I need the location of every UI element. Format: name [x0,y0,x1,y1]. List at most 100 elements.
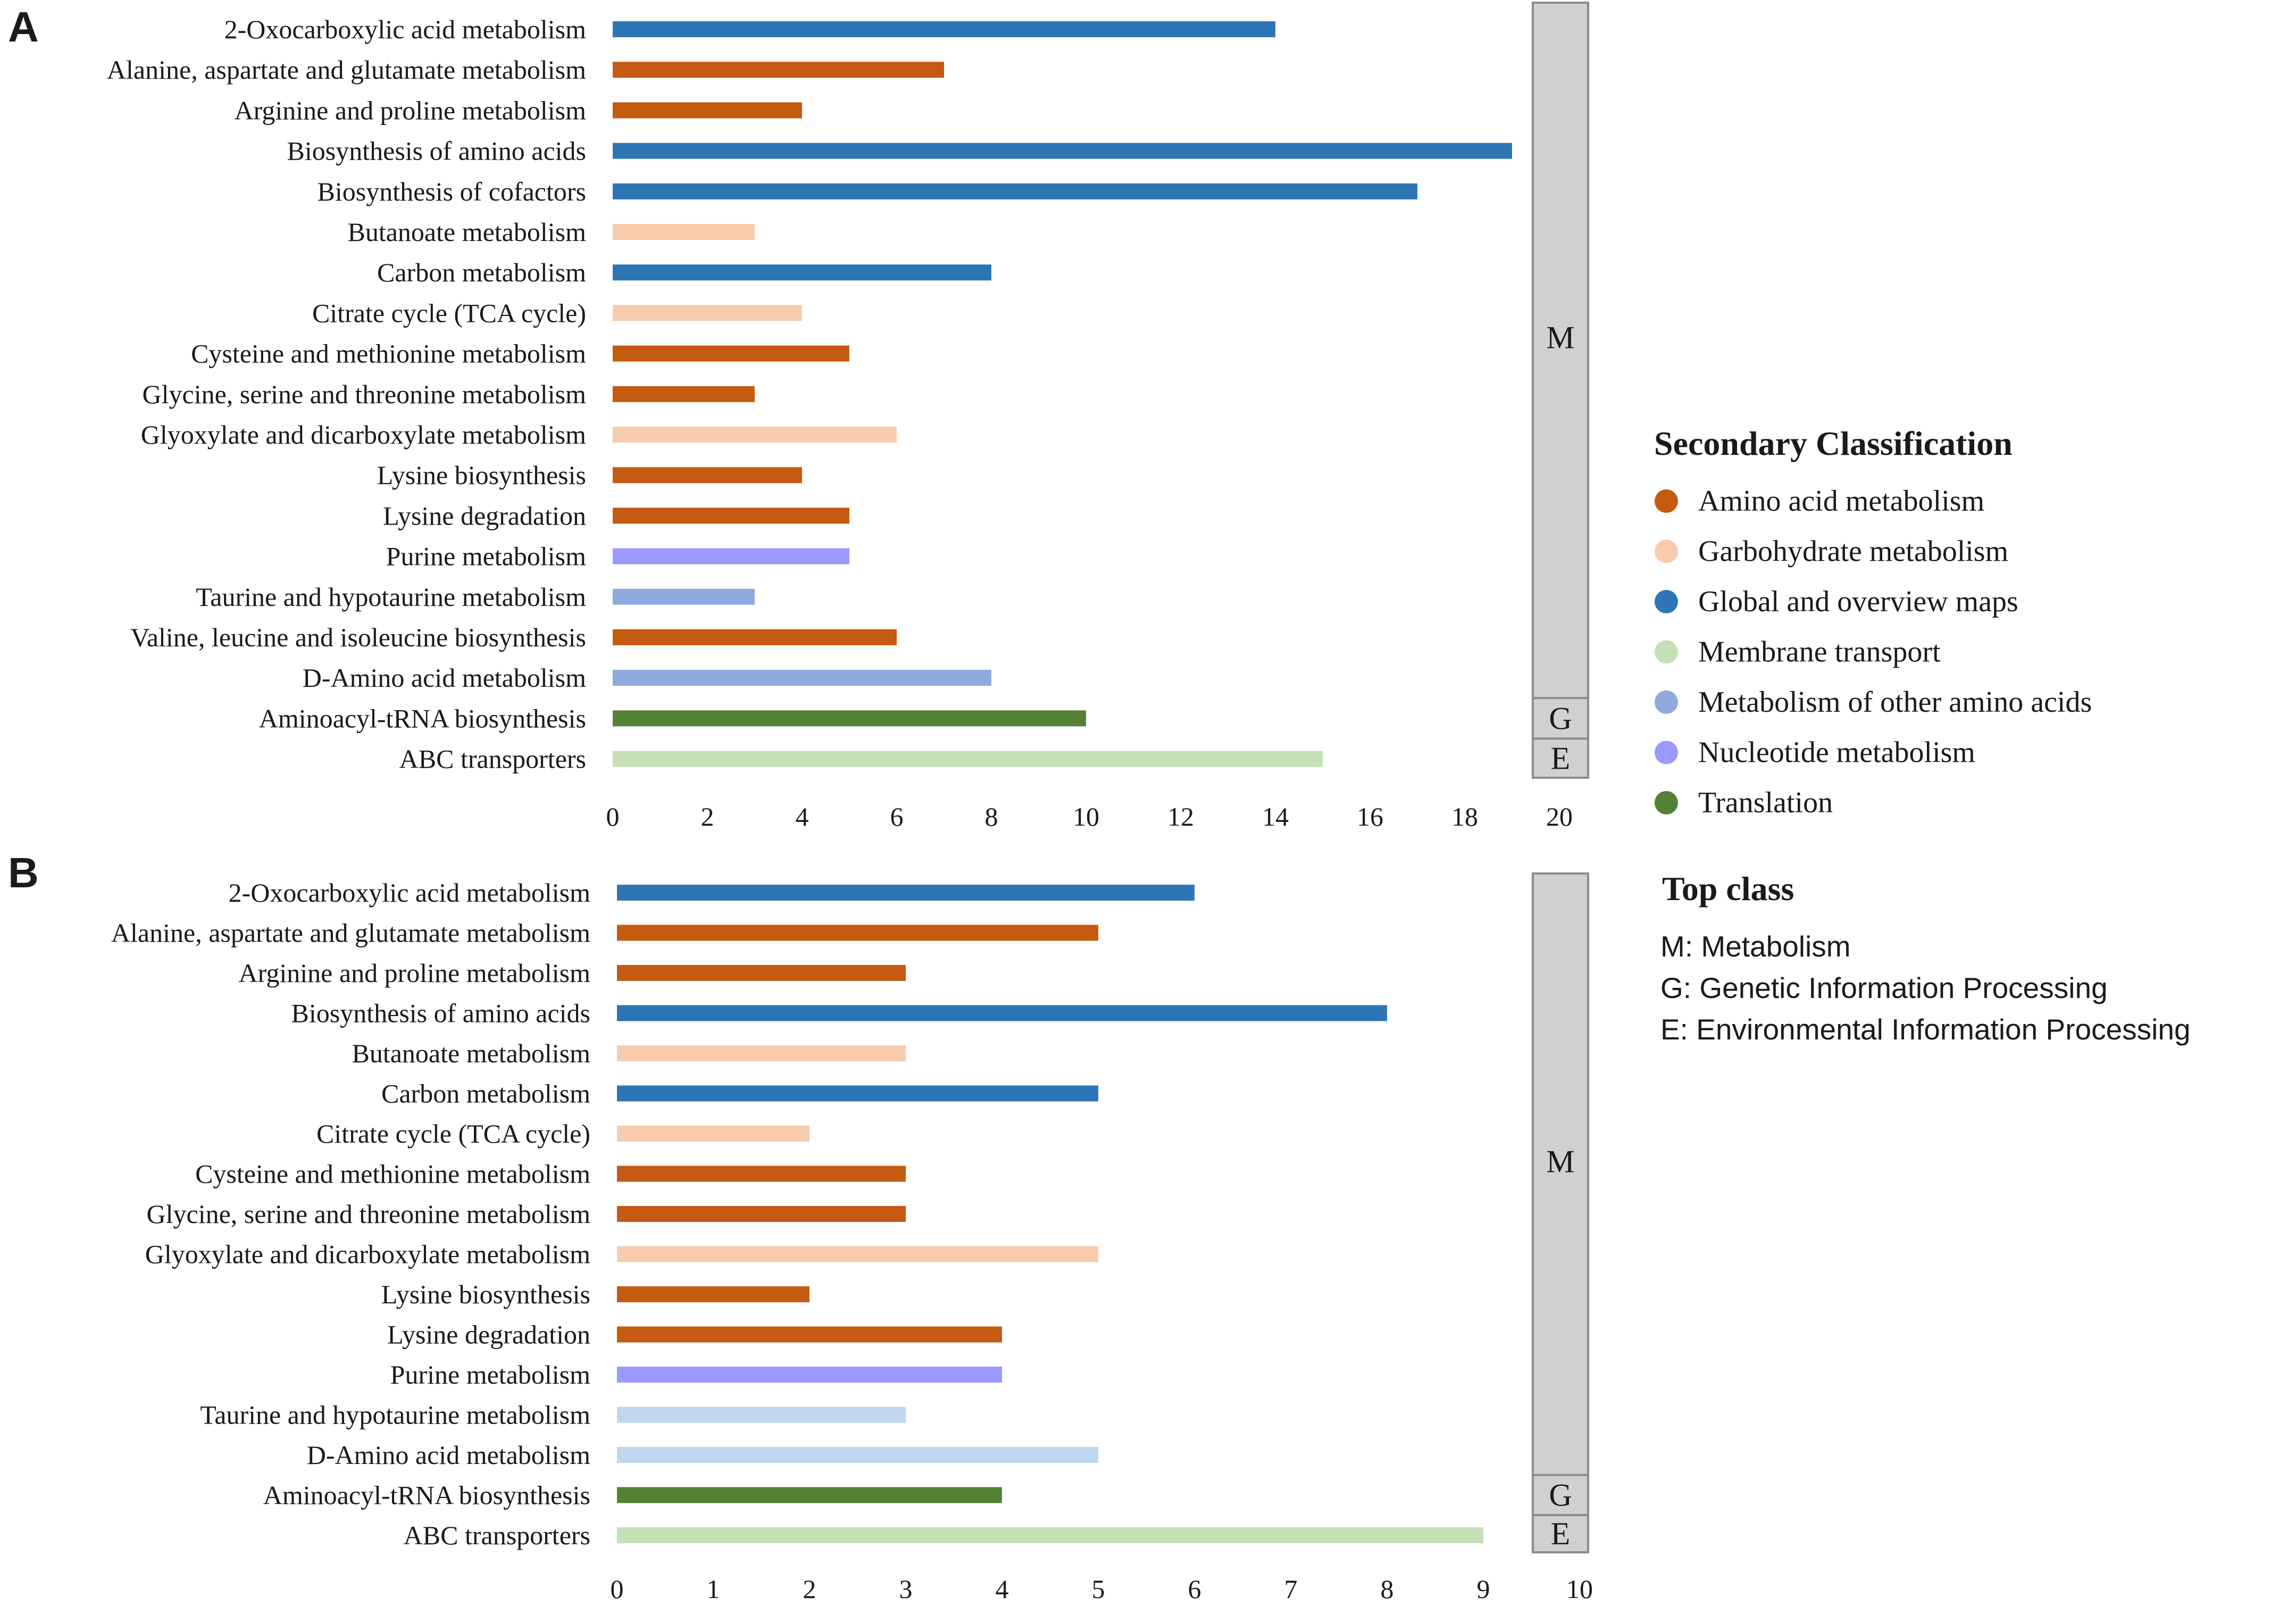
legend-swatch [1655,740,1678,764]
category-label: Taurine and hypotaurine metabolism [200,1400,590,1430]
x-tick-label: 2 [701,802,714,831]
x-tick-label: 0 [611,1574,624,1603]
legend-item-label: Garbohydrate metabolism [1698,535,2008,568]
category-label: Carbon metabolism [377,257,586,287]
category-label: Arginine and proline metabolism [235,95,587,125]
category-label: Butanoate metabolism [352,1038,590,1068]
panel-letter: B [8,849,39,896]
category-label: Lysine biosynthesis [377,460,586,490]
category-label: Aminoacyl-tRNA biosynthesis [263,1480,590,1510]
top-class-label-m: M [1546,1144,1574,1179]
bar [613,507,849,524]
top-class-box-m [1532,2,1589,700]
bar [617,925,1098,941]
x-tick-label: 16 [1357,802,1383,831]
bar [617,1005,1387,1021]
category-label: Valine, leucine and isoleucine biosynthe… [130,622,586,652]
category-label: ABC transporters [399,744,586,774]
x-tick-label: 1 [707,1574,720,1603]
category-label: Biosynthesis of cofactors [318,177,586,206]
bar [613,548,849,564]
x-tick-label: 18 [1451,802,1478,831]
x-tick-label: 10 [1073,802,1099,831]
legend-item-label: Global and overview maps [1698,585,2018,618]
category-label: Biosynthesis of amino acids [291,998,590,1028]
top-class-legend-item: E: Environmental Information Processing [1660,1013,2191,1046]
bar [617,1085,1098,1102]
top-class-label-e: E [1551,740,1571,776]
category-label: Alanine, aspartate and glutamate metabol… [111,918,590,948]
legend-item-label: Amino acid metabolism [1698,485,1984,518]
category-label: Cysteine and methionine metabolism [195,1159,590,1189]
legend-item-label: Nucleotide metabolism [1698,736,1975,769]
bar [617,1326,1002,1343]
bar [613,710,1086,727]
legend-swatch [1655,690,1678,714]
x-tick-label: 14 [1262,802,1289,831]
category-label: 2-Oxocarboxylic acid metabolism [229,878,590,908]
category-label: Cysteine and methionine metabolism [191,339,586,369]
legend-swatch [1655,640,1678,664]
bar [613,751,1323,767]
bar [613,143,1512,159]
bar [617,1206,906,1222]
x-tick-label: 0 [606,802,620,831]
bar [613,345,849,362]
category-label: Citrate cycle (TCA cycle) [312,298,586,328]
legend-title-top-class: Top class [1662,870,1794,908]
top-class-legend-item: G: Genetic Information Processing [1660,971,2108,1004]
x-tick-label: 8 [985,802,998,831]
bar [617,1166,906,1182]
x-tick-label: 9 [1477,1574,1490,1603]
category-label: Lysine degradation [383,501,586,530]
category-label: D-Amino acid metabolism [303,663,586,693]
bar [613,386,755,402]
bar [617,965,906,981]
category-label: Lysine biosynthesis [381,1279,590,1309]
bar [613,21,1275,37]
legend-secondary-items: Amino acid metabolism Garbohydrate metabo… [1655,485,2092,819]
top-class-label-g: G [1549,1478,1572,1513]
top-class-label-g: G [1549,701,1572,736]
bar [613,305,802,321]
bar [617,1126,809,1142]
category-label: Alanine, aspartate and glutamate metabol… [107,55,586,85]
category-label: Purine metabolism [390,1360,590,1389]
category-label: 2-Oxocarboxylic acid metabolism [224,14,586,44]
bar [617,1286,809,1302]
category-label: Glyoxylate and dicarboxylate metabolism [141,420,586,450]
panel-letter: A [8,3,39,51]
bar [613,62,944,78]
category-label: ABC transporters [404,1520,590,1550]
bar [613,183,1417,199]
x-tick-label: 4 [996,1574,1009,1603]
category-label: Arginine and proline metabolism [239,958,591,988]
x-tick-label: 6 [890,802,904,831]
legend-swatch [1655,489,1678,513]
top-class-box-e [1532,737,1589,779]
x-tick-label: 3 [899,1574,913,1603]
bar [617,1246,1098,1262]
legend-swatch [1655,590,1678,613]
legend-swatch [1655,791,1678,814]
category-label: Biosynthesis of amino acids [287,136,586,166]
bar [613,670,991,686]
top-class-label-e: E [1551,1516,1571,1551]
panel-b: B M GE 2-Oxocarboxylic acid metabolism Alani… [8,849,1593,1604]
category-label: Glycine, serine and threonine metabolism [147,1199,591,1229]
bar [613,264,991,281]
legend-item-label: Metabolism of other amino acids [1698,686,2092,719]
legend: Secondary Classification Amino acid meta… [1654,425,2191,1046]
category-label: Butanoate metabolism [347,217,586,247]
x-tick-label: 6 [1188,1574,1201,1603]
legend-title-secondary: Secondary Classification [1654,425,2013,462]
bar [617,1045,906,1061]
bar [613,102,802,119]
x-tick-label: 8 [1381,1574,1394,1603]
category-label: Citrate cycle (TCA cycle) [316,1119,590,1149]
legend-item-label: Membrane transport [1698,636,1941,669]
legend-swatch [1655,539,1678,563]
